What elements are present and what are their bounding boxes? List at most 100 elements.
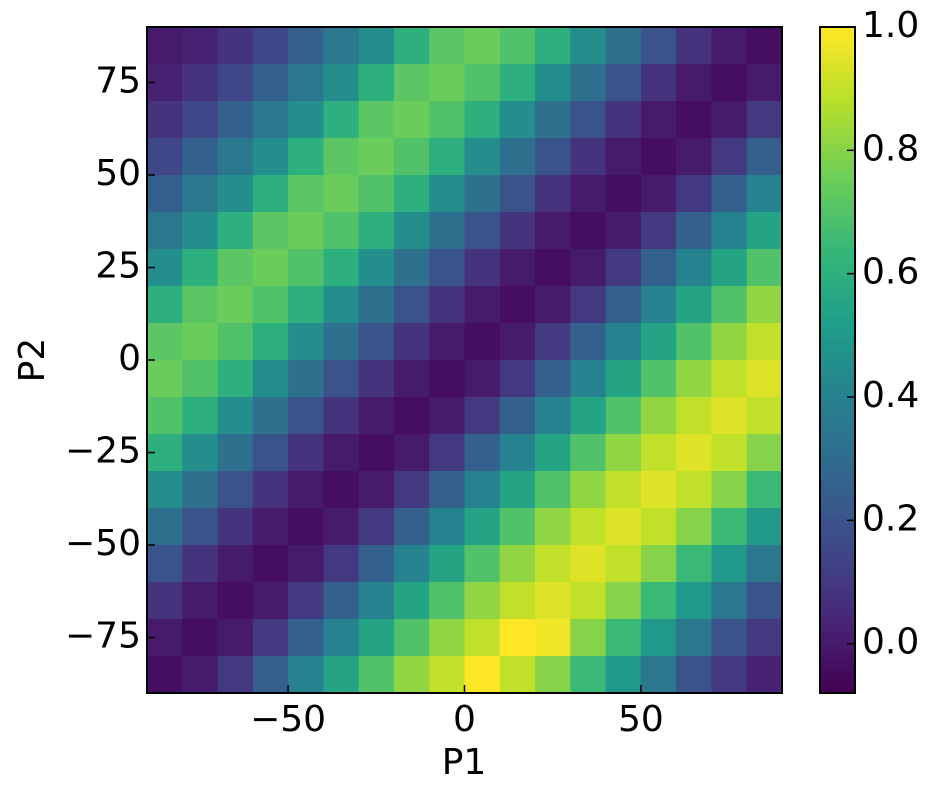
heatmap-cell — [499, 471, 536, 509]
heatmap-cell — [746, 582, 783, 620]
colorbar-segment — [820, 121, 855, 128]
heatmap-cell — [217, 212, 254, 250]
heatmap-cell — [358, 212, 395, 250]
y-tick-label: 0 — [118, 338, 141, 379]
colorbar-segment — [820, 237, 855, 244]
heatmap-cell — [676, 101, 712, 139]
heatmap-cell — [535, 101, 571, 139]
colorbar-tick-label: 0.0 — [862, 622, 919, 663]
heatmap-cell — [711, 508, 748, 546]
heatmap-cell — [746, 101, 783, 139]
colorbar-segment — [820, 265, 855, 272]
heatmap-cell — [252, 101, 289, 139]
heatmap-cell — [711, 101, 748, 139]
y-tick-label: 25 — [95, 246, 141, 287]
heatmap-cell — [147, 175, 183, 213]
heatmap-cell — [711, 286, 748, 324]
heatmap-cell — [323, 360, 360, 398]
heatmap-cell — [147, 138, 183, 176]
heatmap-cell — [147, 101, 183, 139]
heatmap-cell — [464, 397, 501, 435]
heatmap-cell — [746, 27, 783, 65]
x-tick-label: 0 — [453, 699, 476, 740]
colorbar-segment — [820, 293, 855, 300]
colorbar-segment — [820, 409, 855, 416]
colorbar-segment — [820, 426, 855, 433]
heatmap-cell — [499, 175, 536, 213]
heatmap-cell — [182, 582, 219, 620]
colorbar-segment — [820, 382, 855, 389]
heatmap-cell — [429, 508, 465, 546]
heatmap-cell — [182, 508, 219, 546]
colorbar-segment — [820, 637, 855, 644]
colorbar-segment — [820, 515, 855, 522]
heatmap-cell — [182, 397, 219, 435]
heatmap-cell — [535, 656, 571, 694]
heatmap-cell — [676, 249, 712, 287]
colorbar-segment — [820, 593, 855, 600]
colorbar-segment — [820, 532, 855, 539]
heatmap-cell — [746, 434, 783, 472]
colorbar-segment — [820, 648, 855, 655]
colorbar-segment — [820, 221, 855, 228]
colorbar-segment — [820, 337, 855, 344]
heatmap-cell — [323, 286, 360, 324]
heatmap-cell — [605, 619, 642, 657]
colorbar-segment — [820, 526, 855, 533]
colorbar-segment — [820, 65, 855, 72]
heatmap-cell — [252, 249, 289, 287]
colorbar-segment — [820, 509, 855, 516]
colorbar-segment — [820, 570, 855, 577]
colorbar-segment — [820, 165, 855, 172]
colorbar-segment — [820, 232, 855, 239]
colorbar-segment — [820, 321, 855, 328]
heatmap-cell — [288, 249, 324, 287]
heatmap-cell — [358, 101, 395, 139]
colorbar-segment — [820, 421, 855, 428]
heatmap-cell — [499, 360, 536, 398]
heatmap-cell — [288, 582, 324, 620]
heatmap-cell — [535, 360, 571, 398]
heatmap-cell — [605, 397, 642, 435]
heatmap-cell — [676, 397, 712, 435]
colorbar-segment — [820, 93, 855, 100]
colorbar-segment — [820, 82, 855, 89]
heatmap-cell — [499, 249, 536, 287]
heatmap-cell — [147, 212, 183, 250]
colorbar-segment — [820, 287, 855, 294]
heatmap-cell — [746, 64, 783, 102]
heatmap-cell — [252, 27, 289, 65]
heatmap-cell — [182, 175, 219, 213]
heatmap-cell — [499, 323, 536, 361]
heatmap-cell — [393, 582, 430, 620]
colorbar-segment — [820, 215, 855, 222]
heatmap-cell — [288, 323, 324, 361]
colorbar-tick-label: 0.8 — [862, 128, 919, 169]
heatmap-cell — [570, 508, 607, 546]
colorbar-segment — [820, 398, 855, 405]
heatmap-cell — [182, 64, 219, 102]
colorbar-segment — [820, 437, 855, 444]
colorbar-segment — [820, 582, 855, 589]
heatmap-cell — [746, 360, 783, 398]
heatmap-cell — [288, 471, 324, 509]
heatmap-cell — [358, 138, 395, 176]
heatmap-cell — [393, 64, 430, 102]
heatmap-cell — [217, 508, 254, 546]
heatmap-cell — [464, 582, 501, 620]
heatmap-cell — [252, 323, 289, 361]
heatmap-cell — [429, 656, 465, 694]
colorbar-segment — [820, 193, 855, 200]
heatmap-cell — [182, 656, 219, 694]
heatmap-cell — [323, 249, 360, 287]
heatmap-cell — [605, 286, 642, 324]
heatmap-cell — [711, 212, 748, 250]
heatmap-cell — [711, 545, 748, 583]
colorbar-segment — [820, 448, 855, 455]
heatmap-cell — [429, 175, 465, 213]
heatmap-cell — [323, 545, 360, 583]
heatmap-cell — [535, 175, 571, 213]
heatmap-cell — [252, 545, 289, 583]
colorbar-segment — [820, 504, 855, 511]
